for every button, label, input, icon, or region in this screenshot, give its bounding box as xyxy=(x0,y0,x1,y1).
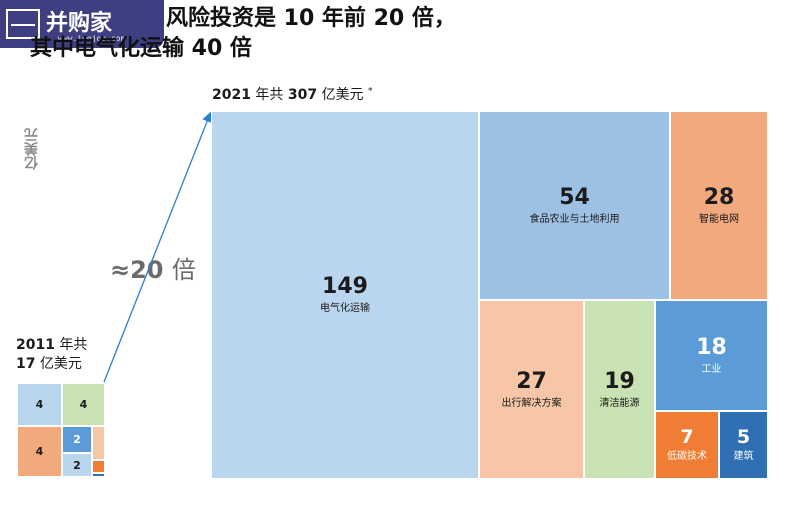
site-logo: 并购家 www.ipojoo.com xyxy=(0,0,164,48)
total-2011-unit: 亿美元 xyxy=(39,356,82,372)
treemap-category-label: 食品农业与土地利用 xyxy=(529,213,620,225)
mini-cell-5: 2 xyxy=(62,453,92,477)
mini-cell-1: 4 xyxy=(17,383,62,426)
treemap-value-label: 149 xyxy=(322,274,368,299)
treemap-category-label: 智能电网 xyxy=(699,213,739,225)
total-2021-unit: 亿美元 xyxy=(321,87,364,103)
multiplier-unit: 倍 xyxy=(171,256,196,284)
treemap-cell-1: 149 电气化运输 xyxy=(211,111,479,479)
treemap-category-label: 工业 xyxy=(701,363,722,375)
total-2021-label: 2021 年共 307 亿美元 * xyxy=(212,84,373,104)
total-2021-mid: 年共 xyxy=(255,87,284,103)
treemap-category-label: 出行解决方案 xyxy=(501,397,562,409)
treemap-cell-4: 27 出行解决方案 xyxy=(479,300,584,479)
sliver-mobility xyxy=(92,426,105,460)
total-2011-value: 17 xyxy=(16,356,36,372)
title-line-1: 风险投资是 10 年前 20 倍， xyxy=(166,6,456,31)
treemap-category-label: 低碳技术 xyxy=(667,451,707,462)
sliver-building xyxy=(92,473,105,477)
total-2021-year: 2021 xyxy=(212,87,251,103)
sliver-lowcarbon xyxy=(92,460,105,473)
title-line-2: 其中电气化运输 40 倍 xyxy=(30,36,252,61)
mini-cell-3: 4 xyxy=(17,426,62,477)
treemap-value-label: 54 xyxy=(559,184,590,210)
treemap-cell-7: 7 低碳技术 xyxy=(655,411,719,479)
chart-title: 风险投资是 10 年前 20 倍， 其中电气化运输 40 倍 xyxy=(30,4,456,64)
logo-url: www.ipojoo.com xyxy=(58,34,126,43)
treemap-value-label: 27 xyxy=(516,368,547,394)
logo-text: 并购家 xyxy=(46,11,113,36)
treemap-value-label: 18 xyxy=(696,334,727,360)
treemap-cell-8: 5 建筑 xyxy=(719,411,768,479)
treemap-category-label: 清洁能源 xyxy=(599,397,640,409)
treemap-category-label: 建筑 xyxy=(733,451,754,462)
total-2011-year: 2011 xyxy=(16,337,55,353)
growth-multiplier: ≈20 倍 xyxy=(110,250,196,285)
treemap-cell-2: 54 食品农业与土地利用 xyxy=(479,111,670,300)
mini-cell-4: 2 xyxy=(62,426,92,453)
treemap-category-label: 电气化运输 xyxy=(320,303,370,314)
logo-chart-icon xyxy=(6,9,40,39)
total-2021-value: 307 xyxy=(287,87,318,103)
treemap-cell-3: 28 智能电网 xyxy=(670,111,768,300)
total-2011-mid: 年共 xyxy=(59,337,88,353)
multiplier-value: ≈20 xyxy=(110,256,164,284)
total-2011-label: 2011 年共 17 亿美元 xyxy=(16,336,87,374)
treemap-cell-5: 19 清洁能源 xyxy=(584,300,655,479)
treemap-value-label: 5 xyxy=(736,426,751,448)
treemap-value-label: 19 xyxy=(604,368,635,394)
treemap-value-label: 28 xyxy=(703,184,735,210)
treemap-value-label: 7 xyxy=(680,426,694,448)
total-2021-footnote-mark: * xyxy=(368,86,373,97)
mini-cell-2: 4 xyxy=(62,383,105,426)
treemap-cell-6: 18 工业 xyxy=(655,300,768,411)
